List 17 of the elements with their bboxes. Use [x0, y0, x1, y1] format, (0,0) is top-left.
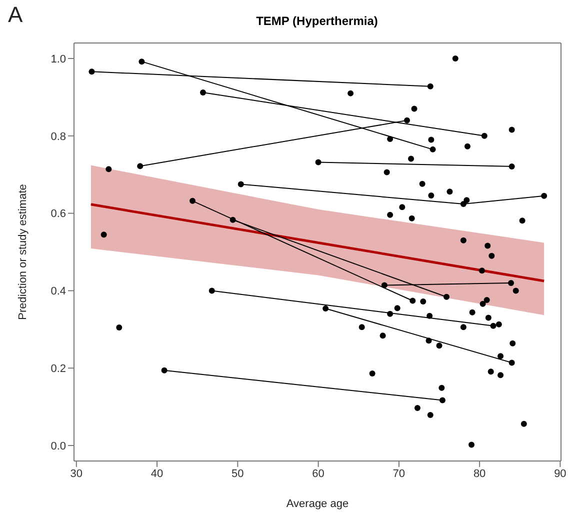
- x-tick-label: 30: [70, 468, 83, 480]
- chart-title: TEMP (Hyperthermia): [255, 14, 379, 28]
- y-tick-label: 0.6: [50, 208, 66, 220]
- x-tick-label: 90: [554, 468, 566, 480]
- x-tick-label: 50: [232, 468, 244, 480]
- x-tick-label: 60: [312, 468, 324, 480]
- x-tick-label: 40: [150, 468, 164, 480]
- y-tick-label: 1.0: [50, 53, 66, 66]
- y-axis-title: Prediction or study estimate: [16, 184, 29, 320]
- x-tick-label: 80: [473, 468, 486, 480]
- y-tick-label: 0.0: [50, 440, 66, 452]
- y-tick-label: 0.2: [50, 363, 66, 376]
- y-tick-label: 0.4: [50, 286, 66, 298]
- y-tick-label: 0.8: [50, 130, 66, 143]
- x-axis-title: Average age: [286, 498, 349, 510]
- text: A: [8, 2, 23, 28]
- x-tick-label: 70: [392, 468, 406, 480]
